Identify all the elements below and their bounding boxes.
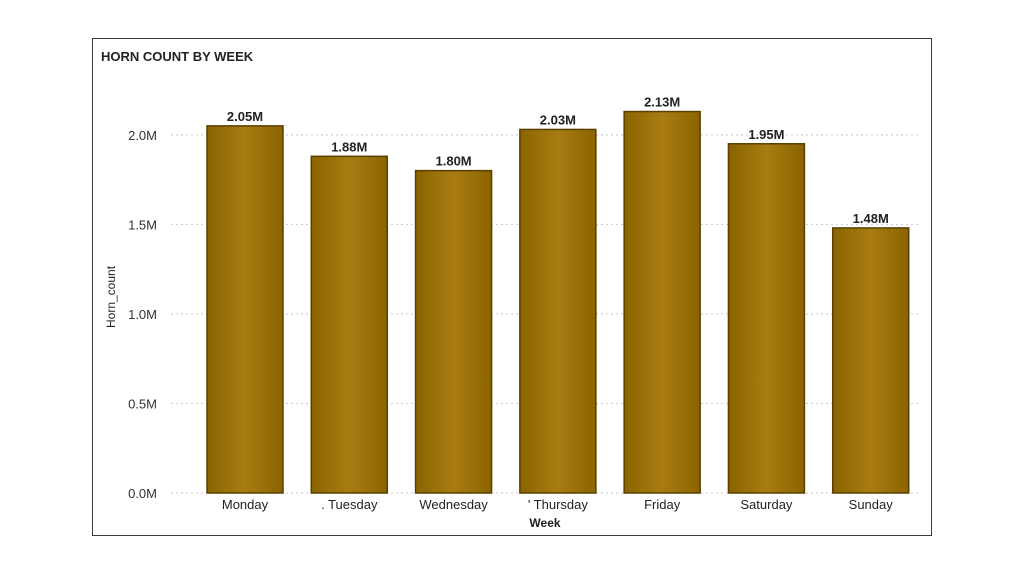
data-labels: 2.05M 1.88M 1.80M 2.03M 2.13M 1.95M 1.48M xyxy=(227,95,889,226)
x-tick-label: Monday xyxy=(222,497,269,512)
x-tick-label: Wednesday xyxy=(419,497,488,512)
data-label: 2.13M xyxy=(644,95,680,110)
bar-chart: 0.0M 0.5M 1.0M 1.5M 2.0M 2.05M 1.88M 1.80M 2.03… xyxy=(104,95,921,530)
y-axis-label: Horn_count xyxy=(104,265,118,328)
data-label: 1.48M xyxy=(853,211,889,226)
x-tick-label: Sunday xyxy=(849,497,894,512)
data-label: 1.95M xyxy=(748,127,784,142)
x-axis-ticks: Monday . Tuesday Wednesday ' Thursday Friday… xyxy=(222,497,893,512)
x-tick-label: . Tuesday xyxy=(321,497,378,512)
bar-2[interactable] xyxy=(310,155,389,494)
y-tick-label: 1.5M xyxy=(128,217,157,232)
x-axis-label: Week xyxy=(529,516,560,530)
x-tick-label: Saturday xyxy=(740,497,793,512)
data-label: 1.80M xyxy=(436,154,472,169)
data-label: 1.88M xyxy=(331,139,367,154)
bar-3[interactable] xyxy=(414,169,493,494)
y-tick-label: 0.5M xyxy=(128,396,157,411)
data-label: 2.05M xyxy=(227,109,263,124)
bar-6[interactable] xyxy=(727,143,806,494)
bar-1[interactable] xyxy=(206,125,284,494)
bars xyxy=(206,110,910,494)
bar-7[interactable] xyxy=(831,227,910,494)
bar-5[interactable] xyxy=(623,110,701,494)
y-tick-label: 1.0M xyxy=(128,307,157,322)
bar-4[interactable] xyxy=(519,128,597,494)
y-tick-label: 2.0M xyxy=(128,128,157,143)
chart-card: HORN COUNT BY WEEK 0.0M 0.5M 1.0M 1.5M 2.0M … xyxy=(92,38,932,536)
data-label: 2.03M xyxy=(540,112,576,127)
x-tick-label: Friday xyxy=(644,497,681,512)
chart-title: HORN COUNT BY WEEK xyxy=(101,49,254,64)
y-tick-label: 0.0M xyxy=(128,486,157,501)
y-axis-ticks: 0.0M 0.5M 1.0M 1.5M 2.0M xyxy=(128,128,157,501)
x-tick-label: ' Thursday xyxy=(528,497,589,512)
